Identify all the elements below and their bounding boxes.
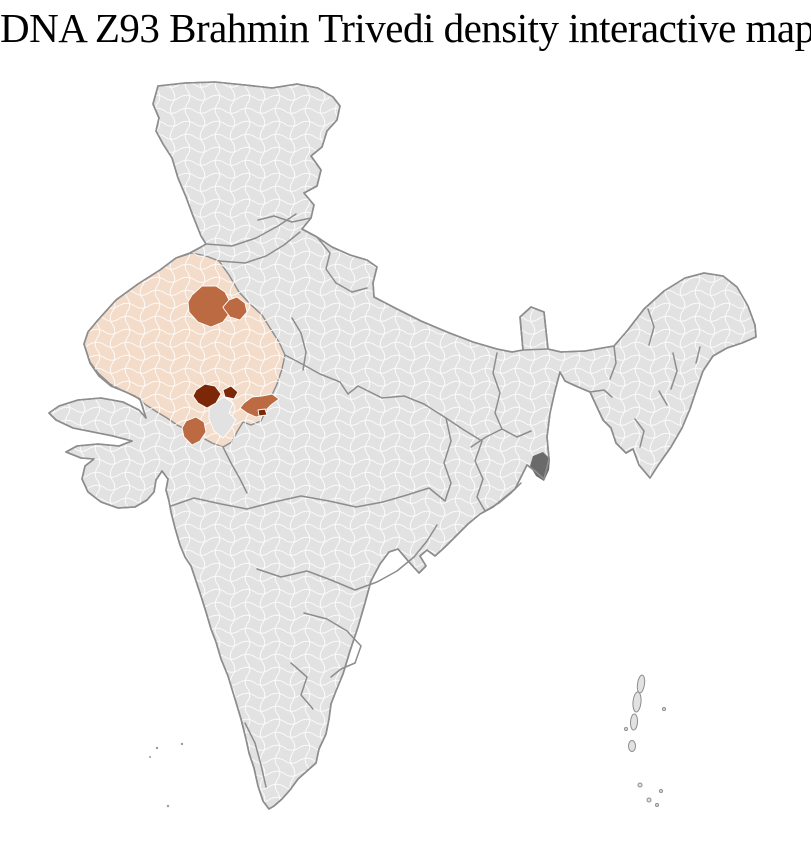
state-borders	[170, 213, 701, 788]
page-title: DNA Z93 Brahmin Trivedi density interact…	[0, 5, 811, 51]
coastline	[48, 81, 757, 810]
district-boundaries-texture	[49, 82, 756, 809]
lakshadweep-islands[interactable]	[149, 742, 184, 808]
district-neutral-wedge[interactable]	[208, 396, 237, 439]
district-medium-east[interactable]	[239, 393, 280, 418]
district-medium-south[interactable]	[181, 416, 207, 446]
district-high-central-a[interactable]	[192, 383, 222, 409]
district-medium-north-b[interactable]	[222, 296, 248, 321]
district-high-east-fragment[interactable]	[257, 408, 268, 417]
district-high-central-b[interactable]	[222, 385, 239, 400]
andaman-nicobar-islands[interactable]	[624, 674, 666, 807]
